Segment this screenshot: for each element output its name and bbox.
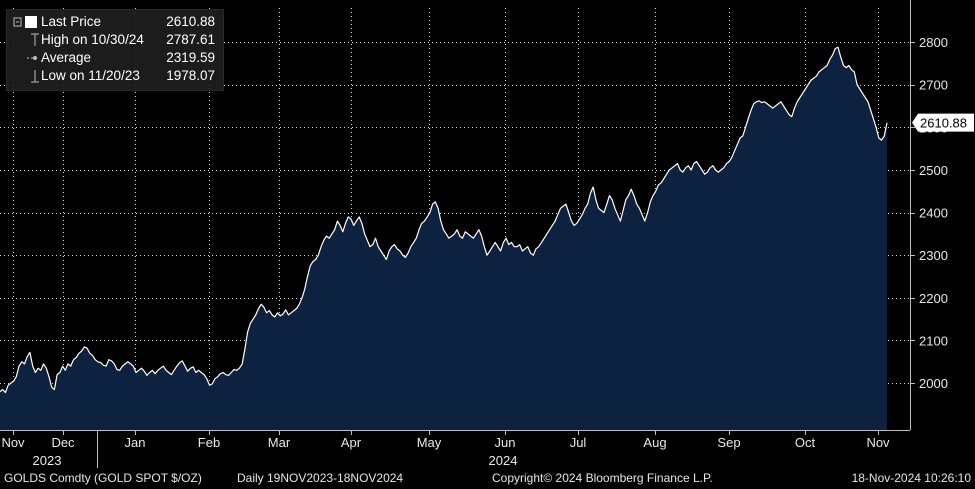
legend-row-average[interactable]: Average 2319.59 — [7, 49, 221, 67]
x-tick-label: Aug — [643, 435, 666, 450]
y-axis-ticks: 200021002200230024002500260027002800 — [910, 35, 948, 391]
y-tick-label: 2500 — [919, 163, 948, 178]
y-tick-label: 2800 — [919, 35, 948, 50]
x-tick-label: Jan — [125, 435, 146, 450]
y-tick-label: 2400 — [919, 206, 948, 221]
low-marker-icon — [31, 70, 39, 83]
x-tick-label: Jul — [570, 435, 587, 450]
x-tick-label: Jun — [495, 435, 516, 450]
footer-timestamp: 18-Nov-2024 10:26:10 — [851, 471, 971, 485]
x-year-label: 2023 — [33, 453, 62, 468]
footer-range: Daily 19NOV2023-18NOV2024 — [237, 471, 404, 485]
x-tick-label: Mar — [268, 435, 291, 450]
legend-average-label: Average — [41, 50, 92, 65]
last-value-marker: 2610.88 — [912, 113, 974, 132]
x-tick-label: Sep — [717, 435, 740, 450]
price-area-layer — [0, 46, 888, 430]
x-tick-label: Feb — [198, 435, 220, 450]
y-tick-label: 2300 — [919, 248, 948, 263]
legend-high-value: 2787.61 — [166, 32, 215, 47]
legend-average-value: 2319.59 — [166, 50, 215, 65]
legend-row-low[interactable]: Low on 11/20/23 1978.07 — [7, 67, 221, 85]
footer-bar: GOLDS Comdty (GOLD SPOT $/OZ) Daily 19NO… — [0, 468, 975, 489]
legend-last-price-value: 2610.88 — [166, 14, 215, 29]
high-marker-icon — [31, 33, 39, 46]
y-tick-label: 2200 — [919, 291, 948, 306]
x-tick-label: Apr — [341, 435, 362, 450]
legend-high-label: High on 10/30/24 — [41, 32, 144, 47]
legend-row-last-price[interactable]: Last Price 2610.88 — [7, 13, 221, 31]
footer-copyright: Copyright© 2024 Bloomberg Finance L.P. — [492, 471, 713, 485]
y-tick-label: 2000 — [919, 376, 948, 391]
footer-ticker: GOLDS Comdty (GOLD SPOT $/OZ) — [4, 471, 202, 485]
x-year-label: 2024 — [489, 453, 518, 468]
legend-low-value: 1978.07 — [166, 68, 215, 83]
average-line-icon — [27, 56, 39, 60]
legend-box: Last Price 2610.88 High on 10/30/24 2787… — [6, 9, 224, 91]
last-price-checkbox-icon[interactable] — [13, 15, 39, 29]
price-area — [0, 47, 887, 430]
x-tick-label: Oct — [795, 435, 816, 450]
legend-last-price-label: Last Price — [41, 14, 102, 29]
y-tick-label: 2700 — [919, 78, 948, 93]
y-tick-label: 2100 — [919, 333, 948, 348]
x-tick-label: Nov — [1, 435, 25, 450]
x-axis-ticks: Nov Dec Jan Feb Mar Apr May Jun Jul Aug Sep Oct Nov 2… — [1, 430, 890, 468]
axes — [0, 0, 911, 468]
x-tick-label: May — [417, 435, 442, 450]
legend-row-high[interactable]: High on 10/30/24 2787.61 — [7, 31, 221, 49]
legend-low-label: Low on 11/20/23 — [41, 68, 140, 83]
last-value-label: 2610.88 — [920, 116, 967, 131]
price-line — [0, 46, 888, 394]
x-tick-label: Dec — [51, 435, 75, 450]
x-tick-label: Nov — [866, 435, 890, 450]
last-value-tag — [912, 113, 974, 132]
